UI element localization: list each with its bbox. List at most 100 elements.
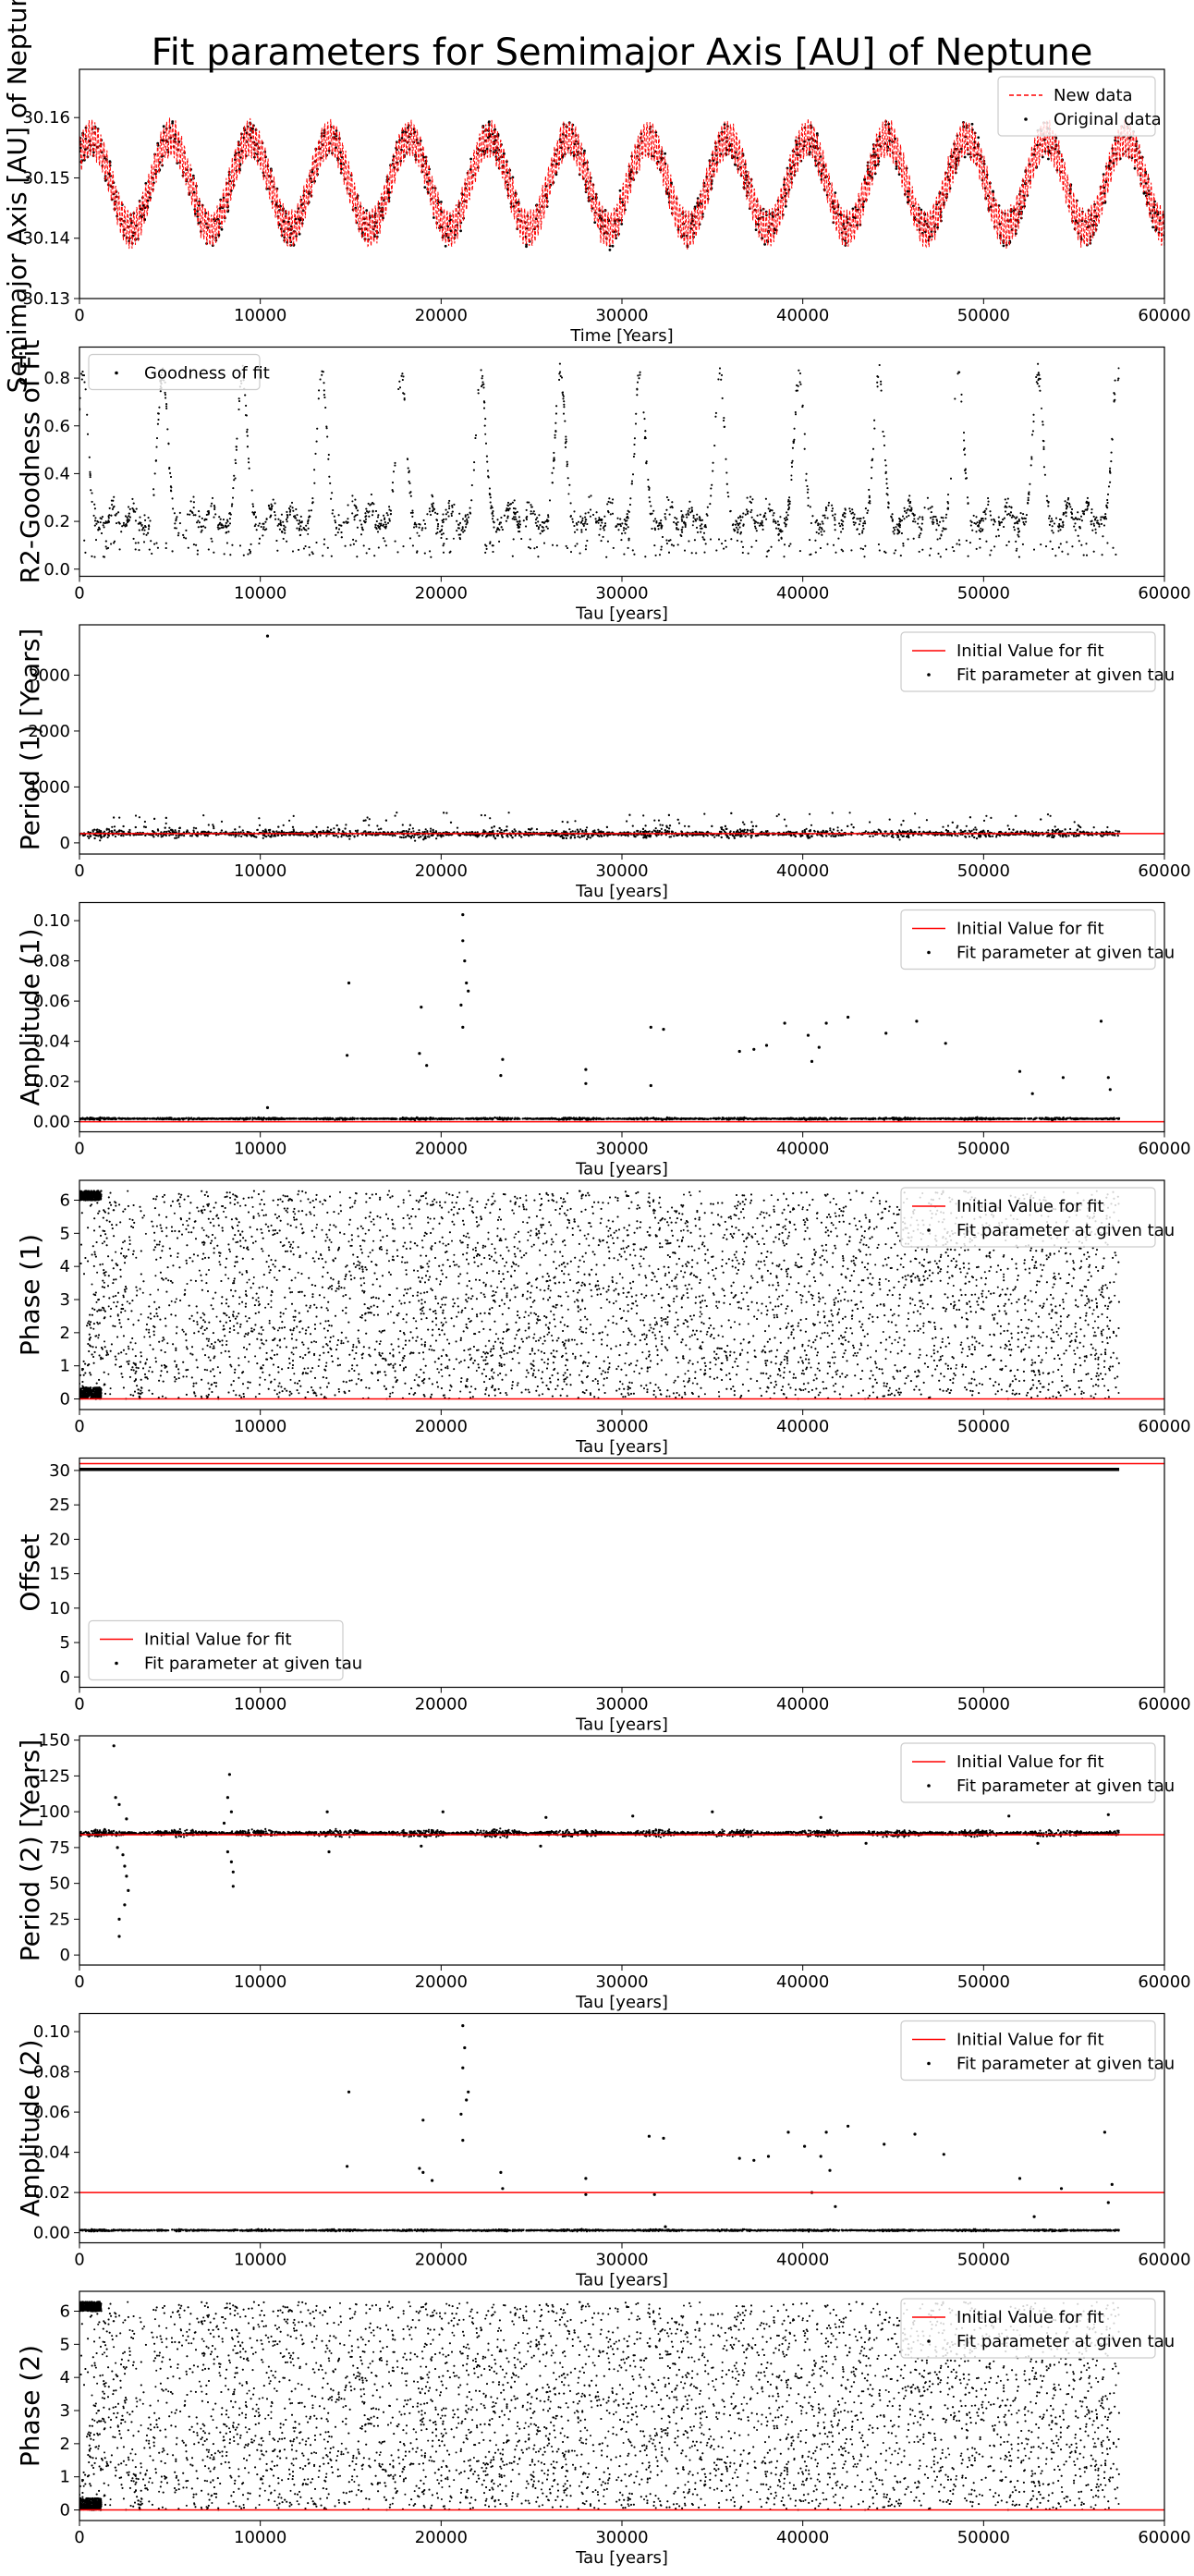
data-point bbox=[1033, 548, 1035, 551]
data-point bbox=[375, 520, 378, 522]
data-point bbox=[213, 551, 215, 554]
data-point bbox=[755, 530, 758, 532]
data-point bbox=[868, 501, 871, 504]
data-point bbox=[617, 523, 620, 526]
legend-marker bbox=[1024, 117, 1028, 121]
data-point bbox=[784, 543, 786, 546]
data-point bbox=[322, 371, 324, 373]
data-point bbox=[895, 167, 898, 170]
data-point bbox=[717, 378, 720, 381]
data-point bbox=[156, 422, 159, 425]
data-point bbox=[126, 516, 128, 519]
data-point bbox=[887, 506, 889, 508]
data-point bbox=[194, 514, 197, 517]
data-point bbox=[183, 536, 186, 539]
data-point bbox=[219, 518, 222, 520]
data-point bbox=[757, 521, 760, 524]
data-point bbox=[101, 516, 104, 519]
data-point bbox=[457, 533, 460, 536]
data-point bbox=[834, 513, 836, 516]
data-point bbox=[444, 244, 447, 248]
data-point bbox=[1057, 530, 1060, 532]
data-point bbox=[225, 531, 228, 533]
data-point bbox=[424, 527, 427, 530]
data-point bbox=[512, 538, 515, 541]
data-point bbox=[102, 555, 104, 558]
data-point bbox=[963, 155, 967, 159]
data-point bbox=[286, 540, 288, 543]
data-point bbox=[201, 525, 203, 528]
data-point bbox=[432, 502, 434, 505]
data-point bbox=[314, 452, 317, 455]
data-point bbox=[496, 527, 499, 530]
data-point bbox=[440, 537, 443, 539]
data-point bbox=[642, 411, 645, 414]
data-point bbox=[798, 372, 801, 374]
data-point bbox=[1101, 554, 1103, 556]
data-point bbox=[1066, 553, 1069, 555]
data-point bbox=[884, 551, 887, 554]
data-point bbox=[695, 552, 698, 555]
data-point bbox=[448, 507, 451, 510]
data-point bbox=[426, 513, 429, 516]
data-point bbox=[637, 374, 640, 377]
data-point bbox=[230, 505, 233, 507]
plot-area bbox=[79, 362, 1120, 558]
data-point bbox=[277, 518, 280, 520]
data-point bbox=[876, 381, 879, 384]
data-point bbox=[547, 514, 550, 517]
data-point bbox=[93, 507, 96, 510]
data-point bbox=[1016, 547, 1018, 550]
data-point bbox=[469, 507, 471, 509]
data-point bbox=[606, 503, 609, 506]
x-tick-label: 30000 bbox=[595, 306, 648, 325]
data-point bbox=[327, 454, 330, 456]
data-point bbox=[398, 380, 401, 383]
data-point bbox=[815, 531, 818, 533]
data-point bbox=[323, 538, 326, 541]
data-point bbox=[250, 489, 253, 492]
data-point bbox=[335, 521, 336, 524]
data-point bbox=[1098, 525, 1101, 528]
data-point bbox=[541, 521, 543, 523]
data-point bbox=[315, 440, 318, 443]
data-point bbox=[164, 391, 166, 394]
data-point bbox=[122, 524, 125, 527]
data-point bbox=[298, 527, 301, 530]
data-point bbox=[611, 502, 614, 505]
data-point bbox=[930, 517, 932, 519]
data-point bbox=[587, 511, 590, 514]
data-point bbox=[168, 467, 171, 469]
data-point bbox=[81, 373, 84, 376]
data-point bbox=[775, 527, 777, 530]
data-point bbox=[612, 498, 615, 501]
data-point bbox=[165, 407, 168, 409]
data-point bbox=[834, 529, 836, 531]
data-point bbox=[791, 465, 793, 468]
data-point bbox=[365, 209, 369, 213]
data-point bbox=[292, 509, 295, 512]
data-point bbox=[308, 509, 311, 512]
data-point bbox=[649, 512, 652, 515]
data-point bbox=[513, 518, 516, 520]
data-point bbox=[1017, 522, 1019, 525]
data-point bbox=[737, 528, 739, 531]
data-point bbox=[793, 438, 796, 441]
data-point bbox=[308, 516, 311, 519]
data-point bbox=[720, 378, 723, 381]
data-point bbox=[295, 508, 298, 510]
data-point bbox=[727, 495, 730, 498]
data-point bbox=[667, 498, 670, 501]
data-point bbox=[210, 537, 213, 540]
data-point bbox=[969, 542, 971, 544]
data-point bbox=[151, 553, 153, 555]
data-point bbox=[736, 539, 738, 542]
data-point bbox=[1047, 505, 1050, 507]
data-point bbox=[1045, 545, 1047, 548]
data-point bbox=[218, 516, 221, 519]
data-point bbox=[788, 500, 791, 503]
data-point bbox=[485, 547, 488, 550]
data-point bbox=[739, 516, 742, 519]
data-point bbox=[908, 514, 910, 517]
